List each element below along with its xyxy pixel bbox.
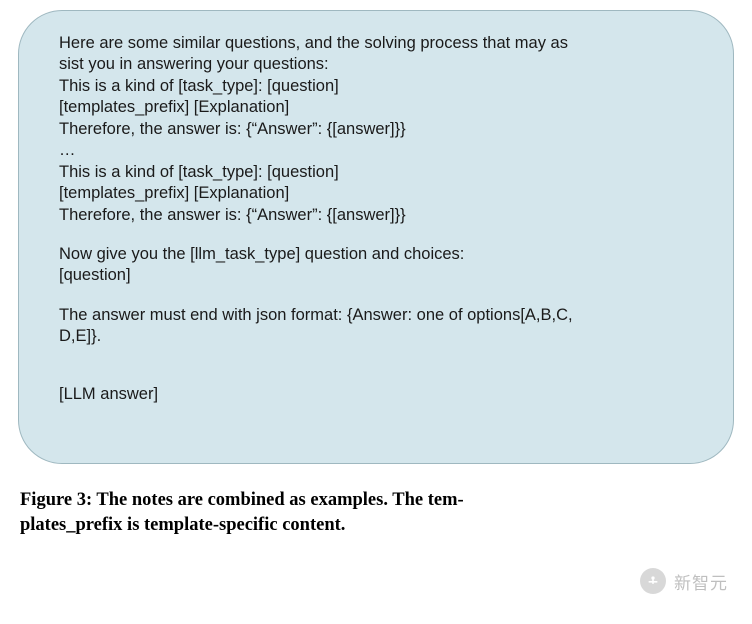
- example1-line2: [templates_prefix] [Explanation]: [59, 97, 693, 118]
- caption-label: Figure 3:: [20, 490, 92, 510]
- example2-line1: This is a kind of [task_type]: [question…: [59, 162, 693, 183]
- figure: Here are some similar questions, and the…: [0, 0, 752, 538]
- example1-line3: Therefore, the answer is: {“Answer”: {[a…: [59, 119, 693, 140]
- watermark-text: 新智元: [674, 569, 728, 594]
- spacer: [59, 348, 693, 384]
- intro-line-2: sist you in answering your questions:: [59, 54, 693, 75]
- figure-caption: Figure 3: The notes are combined as exam…: [18, 488, 734, 538]
- intro-line-1: Here are some similar questions, and the…: [59, 33, 693, 54]
- prompt-line2: [question]: [59, 265, 693, 286]
- caption-text-line1: The notes are combined as examples. The …: [96, 490, 463, 510]
- spacer: [59, 226, 693, 244]
- page-root: Here are some similar questions, and the…: [0, 0, 752, 624]
- watermark: 新智元: [640, 568, 728, 594]
- llm-answer-placeholder: [LLM answer]: [59, 384, 693, 405]
- example2-line3: Therefore, the answer is: {“Answer”: {[a…: [59, 205, 693, 226]
- ellipsis: …: [59, 140, 693, 161]
- spacer: [59, 287, 693, 305]
- prompt-line1: Now give you the [llm_task_type] questio…: [59, 244, 693, 265]
- prompt-template-box: Here are some similar questions, and the…: [18, 10, 734, 464]
- caption-text-line2: plates_prefix is template-specific conte…: [20, 515, 345, 535]
- constraint-line2: D,E]}.: [59, 326, 693, 347]
- example1-line1: This is a kind of [task_type]: [question…: [59, 76, 693, 97]
- watermark-logo-icon: [640, 568, 666, 594]
- constraint-line1: The answer must end with json format: {A…: [59, 305, 693, 326]
- example2-line2: [templates_prefix] [Explanation]: [59, 183, 693, 204]
